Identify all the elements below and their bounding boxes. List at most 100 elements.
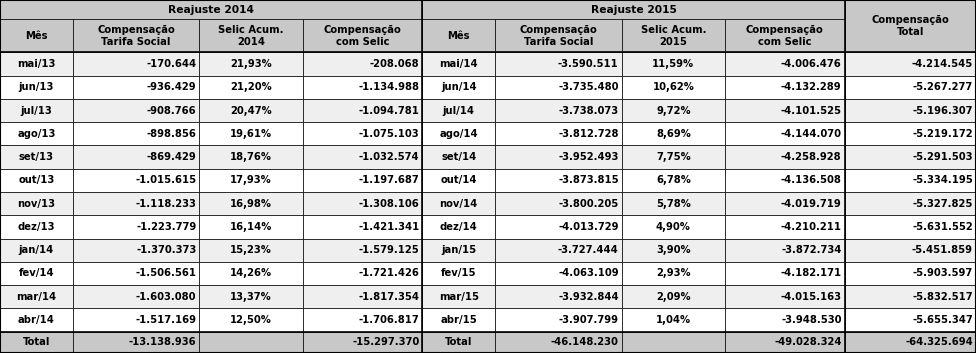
Text: -208.068: -208.068 bbox=[370, 59, 420, 69]
Bar bbox=[73, 285, 199, 309]
Text: 21,93%: 21,93% bbox=[230, 59, 272, 69]
Bar bbox=[0, 262, 73, 285]
Text: -3.873.815: -3.873.815 bbox=[558, 175, 619, 185]
Text: Total: Total bbox=[22, 337, 50, 347]
Bar bbox=[303, 169, 423, 192]
Text: -5.631.552: -5.631.552 bbox=[913, 222, 973, 232]
Text: Compensação
com Selic: Compensação com Selic bbox=[324, 25, 401, 47]
Text: Total: Total bbox=[445, 337, 472, 347]
Text: -4.015.163: -4.015.163 bbox=[781, 292, 841, 302]
Bar bbox=[73, 332, 199, 353]
Bar bbox=[725, 285, 844, 309]
Bar bbox=[622, 262, 725, 285]
Text: 5,78%: 5,78% bbox=[656, 199, 691, 209]
Bar bbox=[495, 285, 622, 309]
Text: -1.075.103: -1.075.103 bbox=[359, 129, 420, 139]
Text: -1.370.373: -1.370.373 bbox=[137, 245, 196, 255]
Text: 11,59%: 11,59% bbox=[652, 59, 694, 69]
Text: -170.644: -170.644 bbox=[146, 59, 196, 69]
Text: -4.144.070: -4.144.070 bbox=[781, 129, 841, 139]
Text: -1.421.341: -1.421.341 bbox=[358, 222, 420, 232]
Bar bbox=[423, 169, 495, 192]
Text: Compensação
Tarifa Social: Compensação Tarifa Social bbox=[98, 25, 175, 47]
Text: -5.903.597: -5.903.597 bbox=[913, 269, 973, 279]
Bar bbox=[844, 76, 976, 99]
Bar bbox=[0, 215, 73, 239]
Text: 13,37%: 13,37% bbox=[230, 292, 272, 302]
Text: -1.015.615: -1.015.615 bbox=[136, 175, 196, 185]
Bar bbox=[725, 192, 844, 215]
Text: jan/14: jan/14 bbox=[19, 245, 54, 255]
Bar bbox=[303, 262, 423, 285]
Bar bbox=[844, 122, 976, 145]
Text: -898.856: -898.856 bbox=[146, 129, 196, 139]
Text: -908.766: -908.766 bbox=[146, 106, 196, 115]
Bar bbox=[725, 145, 844, 169]
Bar bbox=[73, 52, 199, 76]
Bar bbox=[844, 0, 976, 52]
Text: -3.590.511: -3.590.511 bbox=[558, 59, 619, 69]
Text: -1.134.988: -1.134.988 bbox=[358, 82, 420, 92]
Bar bbox=[423, 192, 495, 215]
Text: out/13: out/13 bbox=[19, 175, 55, 185]
Bar bbox=[495, 52, 622, 76]
Text: -1.706.817: -1.706.817 bbox=[358, 315, 420, 325]
Text: dez/13: dez/13 bbox=[18, 222, 55, 232]
Bar bbox=[199, 122, 303, 145]
Bar bbox=[622, 215, 725, 239]
Bar bbox=[0, 239, 73, 262]
Bar bbox=[423, 122, 495, 145]
Text: -1.579.125: -1.579.125 bbox=[358, 245, 420, 255]
Bar bbox=[725, 122, 844, 145]
Text: -13.138.936: -13.138.936 bbox=[129, 337, 196, 347]
Bar bbox=[0, 309, 73, 332]
Bar bbox=[199, 309, 303, 332]
Text: Selic Acum.
2015: Selic Acum. 2015 bbox=[640, 25, 706, 47]
Text: -4.182.171: -4.182.171 bbox=[781, 269, 841, 279]
Bar bbox=[303, 215, 423, 239]
Text: -49.028.324: -49.028.324 bbox=[774, 337, 841, 347]
Text: -3.738.073: -3.738.073 bbox=[558, 106, 619, 115]
Text: -4.258.928: -4.258.928 bbox=[781, 152, 841, 162]
Bar bbox=[725, 19, 844, 52]
Bar bbox=[423, 52, 495, 76]
Bar bbox=[725, 332, 844, 353]
Text: 20,47%: 20,47% bbox=[230, 106, 272, 115]
Text: -1.118.233: -1.118.233 bbox=[136, 199, 196, 209]
Bar bbox=[303, 145, 423, 169]
Text: -1.094.781: -1.094.781 bbox=[358, 106, 420, 115]
Text: fev/14: fev/14 bbox=[19, 269, 55, 279]
Bar bbox=[73, 122, 199, 145]
Bar bbox=[303, 309, 423, 332]
Bar bbox=[495, 262, 622, 285]
Text: -3.800.205: -3.800.205 bbox=[558, 199, 619, 209]
Text: jun/13: jun/13 bbox=[19, 82, 54, 92]
Bar bbox=[423, 239, 495, 262]
Bar bbox=[844, 99, 976, 122]
Text: jan/15: jan/15 bbox=[441, 245, 476, 255]
Bar bbox=[199, 169, 303, 192]
Text: -4.063.109: -4.063.109 bbox=[558, 269, 619, 279]
Bar bbox=[73, 309, 199, 332]
Text: -869.429: -869.429 bbox=[146, 152, 196, 162]
Text: -3.932.844: -3.932.844 bbox=[558, 292, 619, 302]
Text: out/14: out/14 bbox=[440, 175, 477, 185]
Bar bbox=[423, 76, 495, 99]
Bar bbox=[303, 332, 423, 353]
Bar bbox=[0, 76, 73, 99]
Bar bbox=[725, 215, 844, 239]
Bar bbox=[0, 19, 73, 52]
Bar bbox=[844, 145, 976, 169]
Bar bbox=[199, 192, 303, 215]
Text: dez/14: dez/14 bbox=[440, 222, 477, 232]
Bar bbox=[199, 52, 303, 76]
Text: Compensação
Total: Compensação Total bbox=[872, 16, 950, 37]
Text: -1.197.687: -1.197.687 bbox=[358, 175, 420, 185]
Bar bbox=[73, 99, 199, 122]
Bar bbox=[844, 169, 976, 192]
Text: mar/14: mar/14 bbox=[17, 292, 57, 302]
Text: set/13: set/13 bbox=[19, 152, 54, 162]
Bar bbox=[622, 309, 725, 332]
Bar bbox=[844, 52, 976, 76]
Bar bbox=[495, 99, 622, 122]
